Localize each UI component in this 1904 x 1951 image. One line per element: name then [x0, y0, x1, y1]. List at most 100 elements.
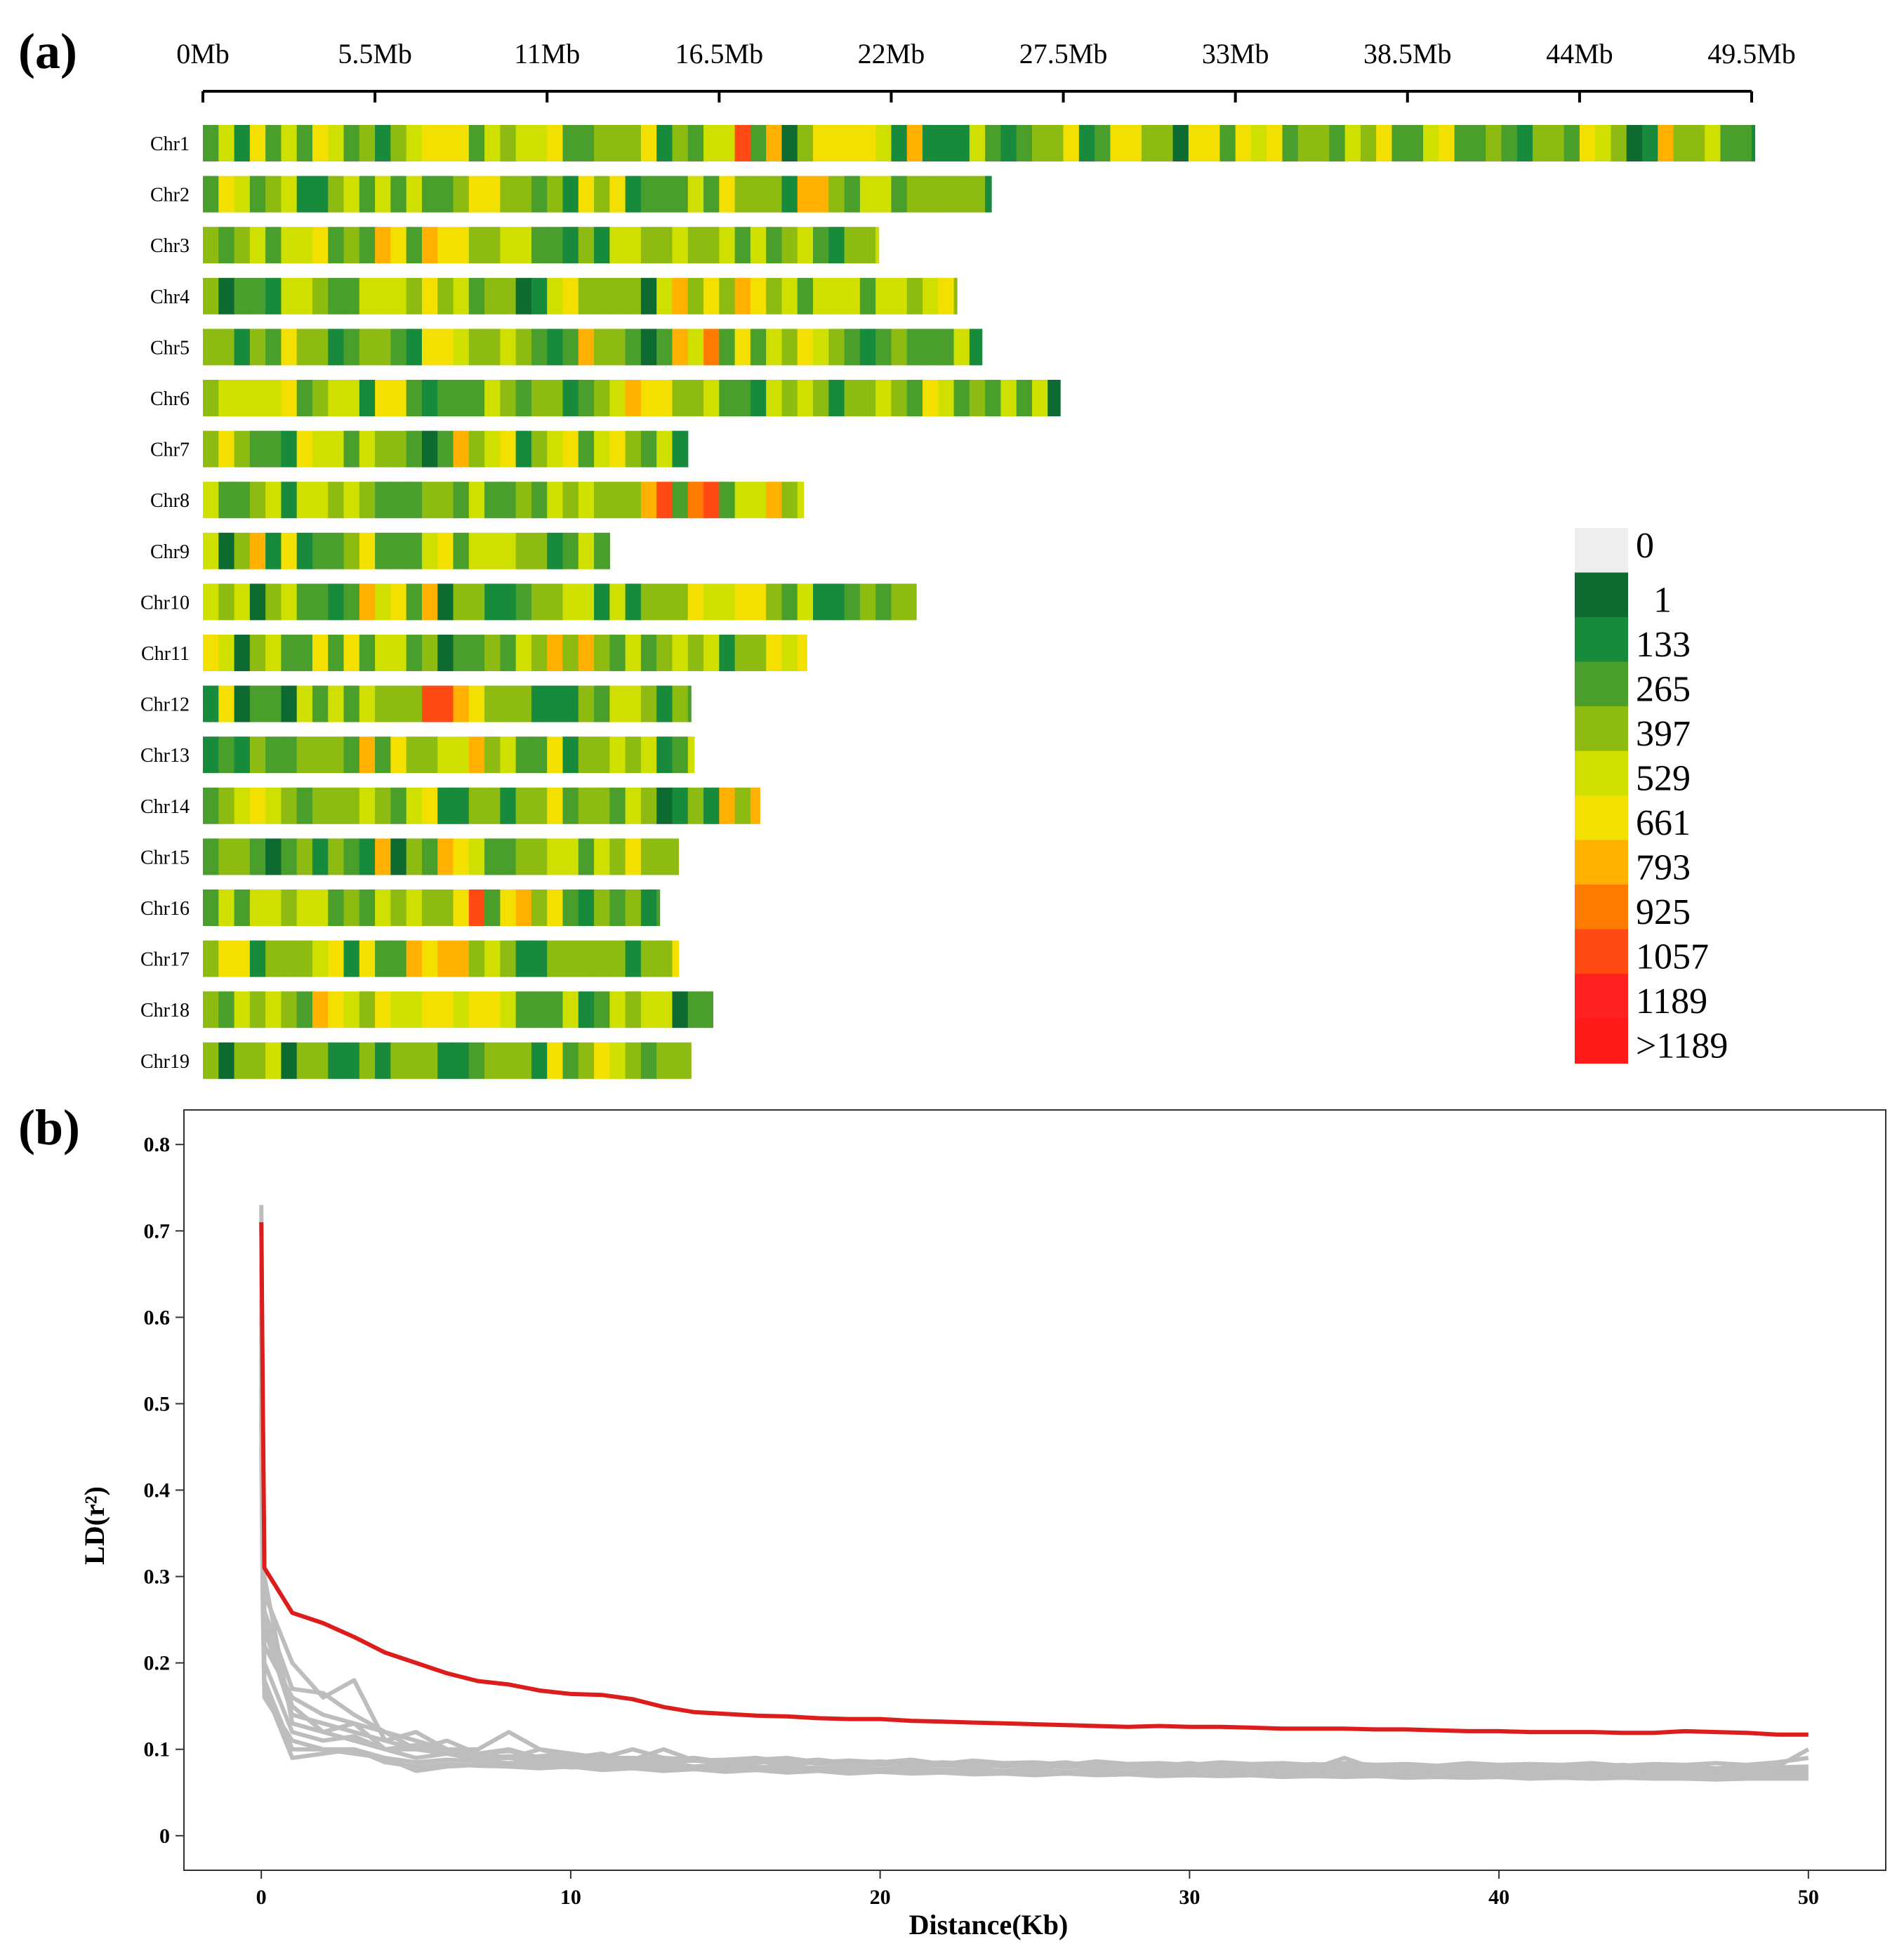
density-bin: [375, 736, 391, 774]
density-bin: [531, 380, 548, 416]
density-bin: [562, 838, 579, 875]
density-bin: [390, 380, 407, 416]
density-bin: [296, 430, 313, 468]
density-bin: [1501, 125, 1518, 161]
density-bin: [703, 787, 720, 824]
density-bin: [813, 380, 829, 416]
density-bin: [453, 940, 470, 977]
density-bin: [343, 176, 360, 213]
density-bin: [656, 482, 673, 519]
density-bin: [640, 329, 657, 366]
chromosome-label: Chr3: [150, 235, 190, 257]
chromosome-row-chr7: Chr7: [150, 430, 689, 468]
density-bin: [234, 532, 251, 569]
density-bin: [312, 889, 329, 926]
legend-label: 265: [1636, 670, 1691, 710]
density-bin: [687, 482, 704, 519]
density-bin: [734, 583, 751, 621]
density-bin: [938, 329, 955, 366]
density-bin: [234, 635, 251, 671]
density-bin: [484, 380, 501, 416]
density-bin: [609, 991, 626, 1029]
density-bin: [625, 991, 642, 1029]
density-bin: [891, 583, 908, 621]
density-bin: [484, 430, 501, 468]
density-bin: [640, 635, 657, 671]
density-bin: [938, 176, 955, 213]
mb-tick-label: 16.5Mb: [675, 38, 764, 70]
density-bin: [609, 889, 626, 926]
density-bin: [1658, 125, 1674, 161]
density-bin: [375, 176, 391, 213]
density-bin: [578, 227, 595, 264]
density-bin: [468, 125, 485, 161]
density-bin: [1516, 125, 1533, 161]
density-bin: [421, 1042, 438, 1079]
density-bin: [500, 736, 517, 774]
legend-swatch: [1575, 885, 1628, 930]
density-bin: [359, 380, 376, 416]
density-bin: [359, 277, 376, 315]
density-bin: [1172, 125, 1189, 161]
density-bin: [234, 787, 251, 824]
density-bin: [265, 380, 282, 416]
density-bin: [468, 736, 485, 774]
density-bin: [218, 380, 235, 416]
density-bin: [249, 685, 266, 722]
density-bin: [781, 482, 798, 519]
density-bin: [547, 176, 564, 213]
chromosome-density-heatmap: 0Mb 5.5Mb 11Mb 16.5Mb 22Mb 27.5Mb 33Mb 38.5Mb 44…: [140, 38, 1796, 1079]
density-bin: [328, 532, 345, 569]
density-bin: [375, 227, 391, 264]
density-bin: [515, 787, 532, 824]
density-bin: [390, 176, 407, 213]
density-bin: [359, 482, 376, 519]
density-bin: [547, 991, 564, 1029]
chromosome-label: Chr7: [150, 439, 190, 461]
density-bin: [609, 787, 626, 824]
density-bin: [484, 787, 501, 824]
density-bin: [265, 482, 282, 519]
density-bin: [1204, 125, 1220, 161]
density-bin: [375, 889, 391, 926]
density-bin: [249, 227, 266, 264]
density-bin: [656, 685, 673, 722]
density-bin: [468, 277, 485, 315]
density-bin: [547, 583, 564, 621]
density-bin: [203, 227, 219, 264]
density-bin: [484, 635, 501, 671]
density-bin: [406, 125, 423, 161]
density-bin: [656, 940, 673, 977]
density-bin: [938, 277, 955, 315]
density-bin: [562, 583, 579, 621]
density-bin: [484, 329, 501, 366]
density-bin: [296, 940, 313, 977]
density-bin: [562, 736, 579, 774]
density-bin: [828, 329, 845, 366]
density-bin: [578, 991, 595, 1029]
density-bin: [421, 176, 438, 213]
density-bin: [656, 787, 673, 824]
density-bin: [923, 277, 939, 315]
density-bin: [797, 583, 814, 621]
density-bin: [625, 277, 642, 315]
density-bin: [640, 482, 657, 519]
density-bin: [953, 176, 970, 213]
density-bin: [453, 125, 470, 161]
density-bin: [218, 940, 235, 977]
density-bin: [640, 838, 657, 875]
density-bin: [281, 329, 298, 366]
density-bin: [249, 991, 266, 1029]
density-bin: [406, 1042, 423, 1079]
chromosome-label: Chr18: [140, 1000, 190, 1021]
density-bin: [640, 1042, 657, 1079]
density-bin: [609, 277, 626, 315]
density-bin: [625, 583, 642, 621]
density-bin: [734, 635, 751, 671]
density-bin: [687, 176, 704, 213]
density-bin: [296, 1042, 313, 1079]
legend-swatch: [1575, 795, 1628, 841]
density-bin: [672, 380, 689, 416]
density-bin: [797, 380, 814, 416]
